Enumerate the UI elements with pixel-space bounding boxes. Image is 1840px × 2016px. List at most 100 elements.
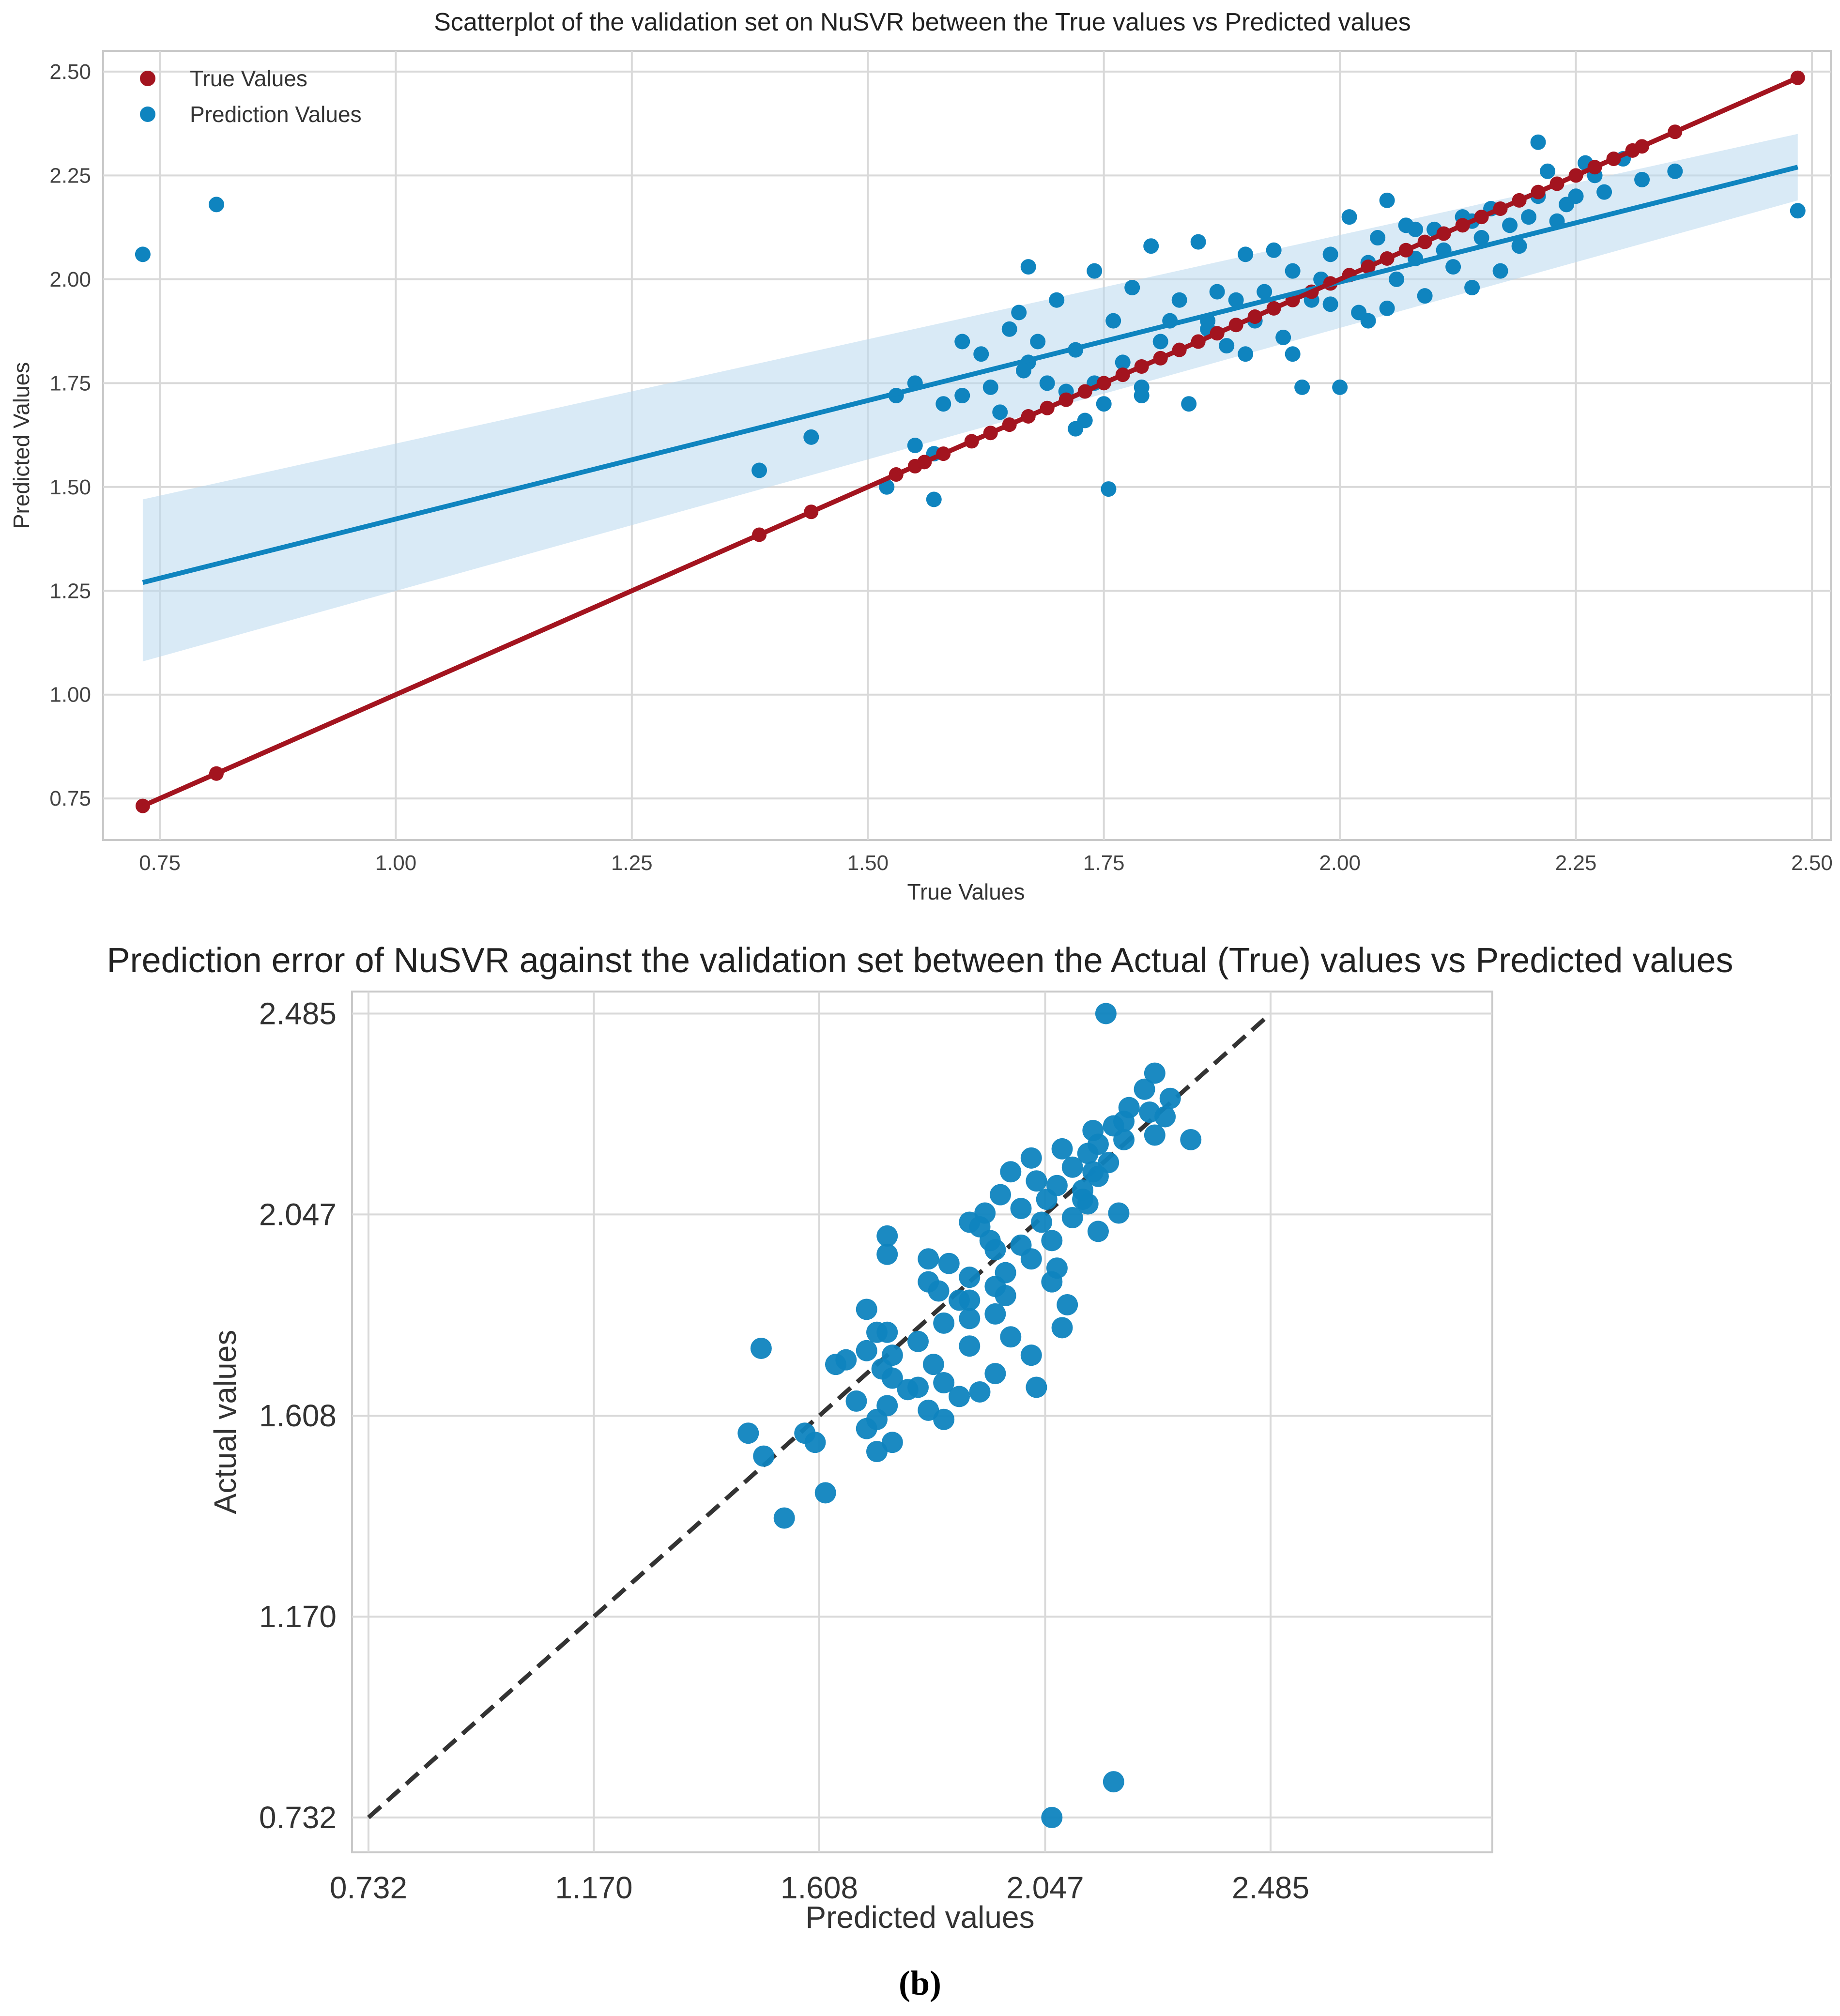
chart-1-prediction-point <box>1389 271 1405 287</box>
chart-2-point <box>1061 1207 1083 1228</box>
chart-2-point <box>1000 1326 1022 1348</box>
legend-true-values-marker <box>140 71 155 86</box>
chart-2-point <box>1118 1097 1140 1118</box>
chart-2-point <box>959 1289 981 1311</box>
chart-2-point <box>866 1321 888 1343</box>
chart-2-point <box>922 1354 944 1375</box>
figure-caption: (b) <box>899 1964 941 2002</box>
chart-2-point <box>1051 1138 1073 1160</box>
chart-1-prediction-point <box>1238 346 1254 362</box>
chart-2-point <box>938 1252 960 1274</box>
chart-2-point <box>1095 1003 1117 1024</box>
chart-1-prediction-point <box>954 388 970 404</box>
chart-2-point <box>959 1335 981 1357</box>
chart-1-y-ticks: 0.75 1.00 1.25 1.50 1.75 2.00 2.25 2.50 <box>49 60 91 810</box>
legend-true-values-label: True Values <box>190 66 307 91</box>
chart-2-point <box>1026 1170 1047 1192</box>
chart-1-prediction-point <box>1285 346 1301 362</box>
chart-2-x-label: Predicted values <box>805 1900 1034 1935</box>
chart-1-prediction-point <box>803 429 819 445</box>
chart-1-x-label: True Values <box>907 879 1025 904</box>
chart-1-x-tick-label: 1.50 <box>847 851 889 875</box>
chart-2-point <box>933 1408 955 1430</box>
chart-2-title: Prediction error of NuSVR against the va… <box>107 941 1733 980</box>
chart-2-point <box>1082 1161 1104 1183</box>
chart-1-prediction-point <box>907 438 923 453</box>
chart-1-prediction-point <box>1181 396 1197 412</box>
chart-1-prediction-point <box>1101 481 1117 497</box>
chart-1-prediction-point <box>1790 203 1806 219</box>
chart-1-prediction-point <box>879 479 895 495</box>
chart-2-point <box>1139 1101 1161 1123</box>
chart-1-prediction-point <box>1228 292 1244 308</box>
chart-2-point <box>1159 1087 1181 1109</box>
chart-2-point <box>876 1225 898 1247</box>
chart-1-prediction-point <box>1285 263 1301 279</box>
chart-1-prediction-point <box>1408 221 1424 237</box>
chart-2-plot-area <box>351 991 1493 1853</box>
chart-2-point <box>959 1267 981 1288</box>
chart-2-point <box>1010 1198 1032 1220</box>
chart-2-point <box>933 1312 955 1334</box>
chart-2-point <box>1010 1234 1032 1256</box>
chart-2-x-tick-label: 1.608 <box>781 1870 858 1905</box>
chart-1-prediction-point <box>1011 305 1027 321</box>
chart-2-y-ticks: 0.732 1.170 1.608 2.047 2.485 <box>259 996 337 1835</box>
chart-2-point <box>949 1386 970 1407</box>
chart-2-point <box>984 1303 1006 1325</box>
chart-2-point <box>737 1422 759 1444</box>
chart-1-prediction-point <box>1596 184 1612 200</box>
chart-2-x-tick-label: 0.732 <box>330 1870 407 1905</box>
chart-1-prediction-point <box>1124 280 1140 295</box>
chart-2-point <box>1000 1161 1022 1183</box>
chart-2-x-tick-label: 2.485 <box>1232 1870 1309 1905</box>
chart-1-prediction-point <box>1322 296 1338 312</box>
chart-1-y-tick-label: 2.00 <box>49 268 91 291</box>
chart-1-prediction-point <box>751 462 767 478</box>
chart-2-y-tick-label: 2.047 <box>259 1197 337 1232</box>
chart-2-point <box>1098 1152 1119 1174</box>
chart-2-point <box>918 1271 939 1293</box>
chart-1-prediction-point <box>1417 288 1433 304</box>
chart-1-y-tick-label: 1.50 <box>49 475 91 499</box>
chart-2-point <box>1046 1257 1068 1279</box>
chart-1-prediction-point <box>926 491 942 507</box>
chart-1-prediction-point <box>1492 263 1508 279</box>
chart-2-point <box>1144 1124 1165 1146</box>
chart-2-y-tick-label: 0.732 <box>259 1800 337 1835</box>
chart-2-point <box>1051 1317 1073 1339</box>
chart-2: Prediction error of NuSVR against the va… <box>107 941 1733 1935</box>
chart-1-y-tick-label: 1.25 <box>49 579 91 603</box>
chart-2-point <box>969 1381 991 1403</box>
legend-prediction-values-label: Prediction Values <box>190 102 362 127</box>
chart-2-point <box>907 1330 929 1352</box>
chart-1-prediction-point <box>1238 246 1254 262</box>
chart-1-prediction-point <box>1473 230 1489 246</box>
chart-1-prediction-point <box>1152 334 1168 350</box>
chart-1: Scatterplot of the validation set on NuS… <box>9 8 1833 904</box>
chart-1-prediction-point <box>1341 209 1357 225</box>
chart-1-prediction-point <box>1049 292 1065 308</box>
chart-1-prediction-point <box>1068 421 1084 437</box>
chart-2-point <box>750 1337 772 1359</box>
chart-2-point <box>1020 1147 1042 1169</box>
chart-2-point <box>814 1482 836 1504</box>
chart-1-prediction-point <box>1096 396 1112 412</box>
chart-2-point <box>974 1202 996 1224</box>
chart-2-point <box>1020 1344 1042 1366</box>
chart-1-plot-area <box>102 50 1832 841</box>
chart-2-point <box>959 1308 981 1329</box>
chart-1-x-ticks: 0.75 1.00 1.25 1.50 1.75 2.00 2.25 2.50 <box>139 851 1833 875</box>
caption-open-paren: ( <box>899 1964 910 2002</box>
chart-1-y-label: Predicted Values <box>9 362 34 529</box>
chart-1-prediction-point <box>208 197 224 213</box>
chart-2-point <box>1061 1156 1083 1178</box>
chart-1-prediction-point <box>1115 354 1131 370</box>
chart-1-prediction-point <box>992 404 1008 420</box>
chart-1-prediction-point <box>1360 313 1376 329</box>
chart-1-prediction-point <box>1087 263 1103 279</box>
chart-2-point <box>990 1184 1012 1206</box>
chart-1-prediction-point <box>1015 363 1031 379</box>
legend-prediction-values-marker <box>140 107 155 122</box>
chart-1-x-tick-label: 1.25 <box>611 851 653 875</box>
